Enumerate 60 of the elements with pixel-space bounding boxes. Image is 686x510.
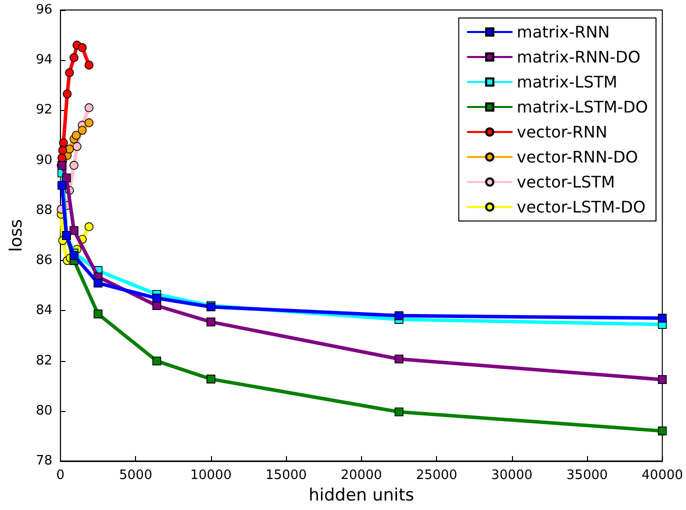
point	[72, 142, 82, 151]
point	[70, 251, 78, 260]
y-tick-label: 86	[36, 253, 52, 268]
point	[394, 354, 404, 364]
legend-label: vector-RNN-DO	[516, 148, 638, 166]
point	[152, 294, 162, 303]
x-tick-label: 10000	[190, 468, 232, 483]
point	[70, 160, 78, 170]
legend-label: vector-LSTM-DO	[516, 198, 646, 216]
y-tick-label: 90	[36, 152, 52, 168]
point	[84, 60, 94, 70]
y-tick-label: 78	[36, 454, 52, 468]
point	[94, 278, 102, 288]
point	[84, 222, 94, 232]
point	[78, 43, 87, 52]
y-tick-label: 96	[36, 2, 52, 18]
y-tick-label: 82	[36, 353, 52, 368]
legend-label: vector-LSTM	[516, 172, 615, 192]
point	[206, 318, 216, 326]
point	[658, 375, 667, 384]
point	[59, 138, 68, 148]
x-tick-label: 20000	[340, 468, 382, 483]
point	[62, 173, 71, 182]
point	[65, 144, 74, 154]
point	[65, 68, 74, 78]
x-tick-label: 40000	[642, 468, 683, 483]
point	[62, 90, 72, 98]
point	[394, 311, 404, 320]
x-tick-label: 30000	[491, 468, 533, 483]
point	[152, 356, 162, 366]
legend-label: matrix-LSTM	[516, 72, 618, 92]
x-tick-label: 15000	[265, 468, 307, 483]
y-tick-label: 80	[36, 403, 52, 418]
point	[394, 407, 404, 416]
y-axis-title: loss	[6, 218, 26, 252]
x-tick-label: 0	[56, 468, 65, 483]
legend-label: matrix-RNN-DO	[516, 48, 640, 66]
y-tick-label: 94	[36, 52, 52, 68]
point	[84, 118, 94, 128]
point	[70, 226, 78, 235]
x-axis-title: hidden units	[308, 485, 414, 506]
x-tick-label: 5000	[119, 468, 152, 483]
y-tick-label: 92	[36, 102, 52, 118]
point	[72, 130, 81, 140]
point	[658, 426, 667, 436]
y-tick-label: 88	[36, 202, 52, 218]
x-tick-label: 35000	[566, 468, 608, 483]
x-tick-label: 25000	[416, 468, 458, 483]
point	[70, 53, 78, 62]
legend-label: matrix-RNN	[516, 22, 610, 42]
legend-label: vector-RNN	[516, 122, 608, 142]
point	[78, 126, 87, 135]
y-tick-label: 84	[36, 303, 52, 318]
point	[206, 374, 216, 384]
point	[84, 103, 94, 112]
legend-label: matrix-LSTM-DO	[516, 98, 648, 116]
point	[658, 314, 667, 323]
point	[58, 180, 66, 190]
point	[58, 146, 68, 155]
point	[94, 310, 102, 318]
